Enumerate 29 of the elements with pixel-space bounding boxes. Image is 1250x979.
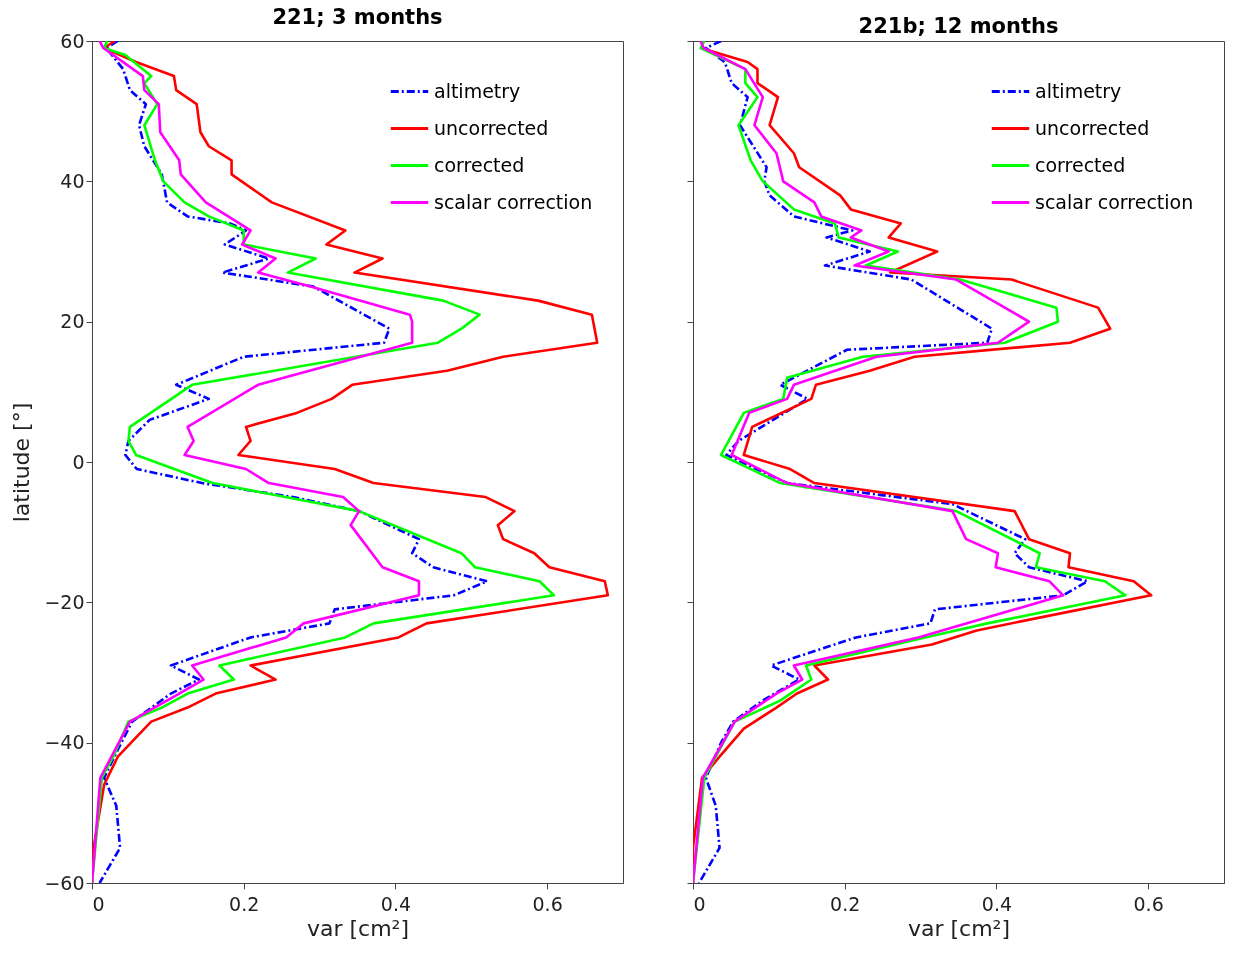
x-tick-label: 0 xyxy=(693,892,706,915)
legend-label: corrected xyxy=(434,153,525,176)
y-tick-label: −40 xyxy=(44,731,85,754)
y-axis-title: latitude [°] xyxy=(9,402,35,523)
legend-label: uncorrected xyxy=(434,116,549,139)
legend-label: altimetry xyxy=(434,79,521,102)
legend-label: scalar correction xyxy=(434,190,593,213)
x-axis-title: var [cm²] xyxy=(907,915,1011,941)
x-tick-label: 0 xyxy=(92,892,105,915)
y-tick-label: 40 xyxy=(60,169,85,192)
y-tick-label: −60 xyxy=(44,871,85,894)
x-tick-label: 0.2 xyxy=(830,892,861,915)
x-tick-label: 0.4 xyxy=(380,892,412,915)
y-tick-label: 20 xyxy=(60,310,85,333)
chart-title: 221; 3 months xyxy=(272,5,443,29)
line-series xyxy=(92,41,421,883)
x-axis-title: var [cm²] xyxy=(306,915,410,941)
x-tick-label: 0.6 xyxy=(532,892,563,915)
y-tick-label: −20 xyxy=(44,590,85,613)
legend-label: altimetry xyxy=(1035,79,1122,102)
legend-label: corrected xyxy=(1035,153,1126,176)
y-tick-label: 0 xyxy=(72,450,85,473)
legend-label: scalar correction xyxy=(1035,190,1194,213)
legend-label: uncorrected xyxy=(1035,116,1150,139)
chart-title: 221b; 12 months xyxy=(858,13,1059,38)
y-tick-label: 60 xyxy=(60,29,85,52)
x-tick-label: 0.4 xyxy=(981,892,1013,915)
x-tick-label: 0.6 xyxy=(1133,892,1164,915)
x-tick-label: 0.2 xyxy=(229,892,260,915)
